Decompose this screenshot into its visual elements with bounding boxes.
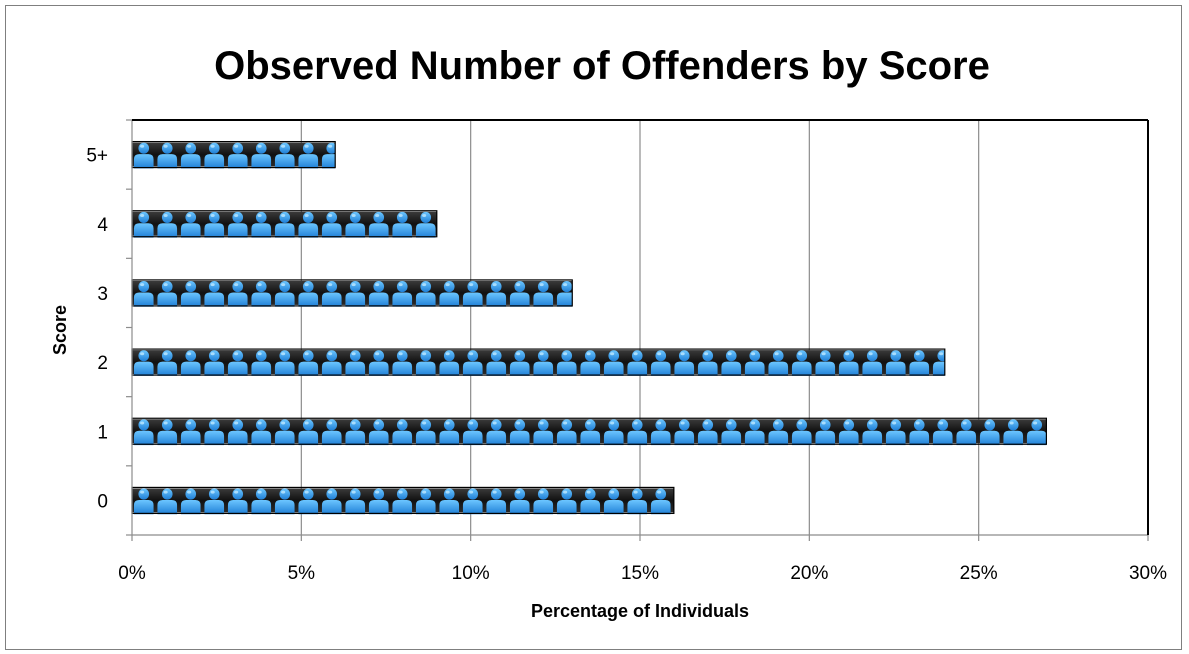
bar — [131, 486, 694, 515]
bar — [131, 417, 1048, 446]
x-axis-title: Percentage of Individuals — [531, 601, 749, 621]
y-category-label: 2 — [97, 353, 108, 374]
plot-area — [126, 119, 1149, 541]
x-tick-label: 30% — [1129, 563, 1167, 584]
bar-icons — [133, 350, 945, 376]
person-icon — [674, 489, 694, 515]
bar — [131, 140, 336, 169]
x-axis-ticks: 0% 5% 10% 15% 20% 25% 30% — [118, 563, 1167, 584]
bar — [131, 348, 946, 376]
y-axis-title: Score — [50, 305, 70, 355]
x-tick-label: 0% — [118, 563, 146, 584]
x-tick-label: 25% — [960, 563, 998, 584]
chart-frame — [5, 5, 1182, 650]
x-tick-label: 15% — [621, 563, 659, 584]
y-category-label: 0 — [97, 491, 108, 512]
y-category-label: 4 — [97, 215, 108, 236]
bars — [131, 140, 1048, 515]
y-category-label: 5+ — [86, 146, 108, 167]
gridlines — [300, 120, 980, 535]
x-tick-label: 20% — [790, 563, 828, 584]
bar-icons — [133, 142, 336, 169]
chart-title: Observed Number of Offenders by Score — [214, 44, 990, 88]
bar — [131, 210, 438, 238]
x-tick-label: 5% — [288, 563, 316, 584]
y-category-label: 3 — [97, 284, 108, 305]
y-axis-categories: 0 1 2 3 4 5+ — [86, 146, 108, 513]
y-category-label: 1 — [97, 422, 108, 443]
x-tick-label: 10% — [452, 563, 490, 584]
bar — [131, 279, 573, 307]
